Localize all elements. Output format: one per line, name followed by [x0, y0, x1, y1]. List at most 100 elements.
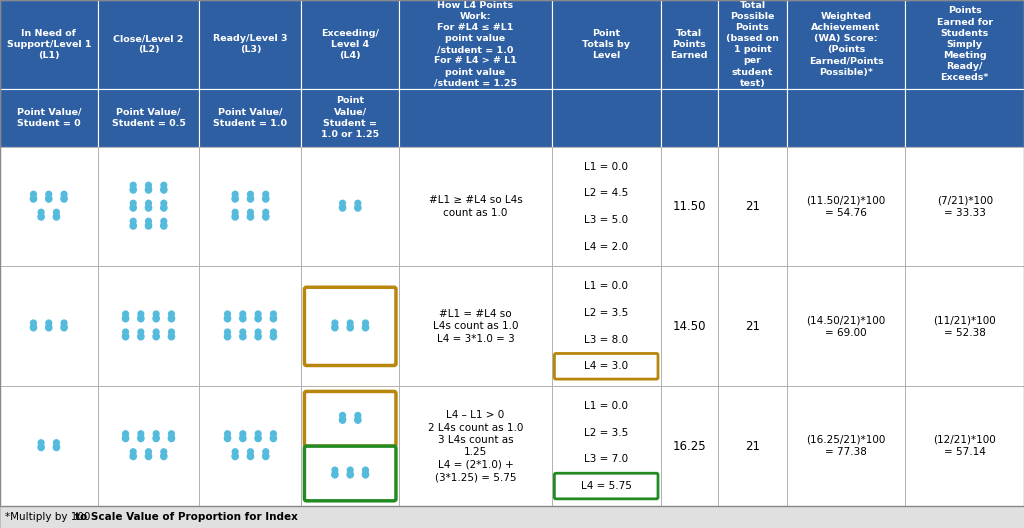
Ellipse shape [270, 435, 276, 441]
Ellipse shape [153, 435, 160, 441]
Text: L3 = 7.0: L3 = 7.0 [584, 455, 629, 465]
Circle shape [248, 191, 253, 197]
Bar [301, 386, 399, 506]
Circle shape [123, 329, 128, 335]
Bar [905, 267, 1024, 386]
Circle shape [232, 449, 238, 455]
Circle shape [355, 200, 360, 206]
Circle shape [145, 218, 152, 224]
Ellipse shape [130, 186, 136, 193]
Circle shape [145, 200, 152, 206]
Ellipse shape [168, 315, 175, 322]
Circle shape [270, 311, 276, 317]
Ellipse shape [332, 471, 338, 478]
Text: 21: 21 [745, 200, 760, 213]
Ellipse shape [240, 333, 246, 340]
Text: L4 = 3.0: L4 = 3.0 [584, 361, 629, 371]
Bar [718, 386, 786, 506]
Text: Total
Points
Earned: Total Points Earned [671, 29, 708, 60]
Bar [0, 506, 1024, 528]
Bar [0, 267, 97, 386]
Circle shape [270, 329, 276, 335]
Text: (14.50/21)*100
= 69.00: (14.50/21)*100 = 69.00 [807, 315, 886, 337]
Circle shape [169, 329, 174, 335]
Circle shape [138, 431, 143, 437]
Bar [0, 0, 97, 89]
Circle shape [255, 311, 261, 317]
Bar [660, 89, 718, 147]
Circle shape [362, 320, 369, 326]
Ellipse shape [224, 435, 230, 441]
Ellipse shape [137, 315, 144, 322]
Circle shape [224, 431, 230, 437]
Ellipse shape [347, 471, 353, 478]
Ellipse shape [123, 333, 129, 340]
Ellipse shape [31, 195, 37, 202]
Text: *Multiply by 100: *Multiply by 100 [5, 512, 93, 522]
Circle shape [347, 467, 353, 473]
Bar [718, 0, 786, 89]
Circle shape [154, 311, 159, 317]
Text: L2 = 4.5: L2 = 4.5 [584, 188, 629, 199]
Ellipse shape [262, 195, 269, 202]
Text: (12/21)*100
= 57.14: (12/21)*100 = 57.14 [933, 435, 996, 457]
Circle shape [154, 329, 159, 335]
Circle shape [240, 329, 246, 335]
Bar [399, 0, 552, 89]
Circle shape [38, 209, 44, 215]
Bar [905, 147, 1024, 267]
Text: (11.50/21)*100
= 54.76: (11.50/21)*100 = 54.76 [807, 195, 886, 218]
Ellipse shape [153, 333, 160, 340]
Bar [0, 89, 97, 147]
Bar [786, 147, 905, 267]
Circle shape [46, 191, 51, 197]
Circle shape [138, 311, 143, 317]
Ellipse shape [130, 204, 136, 211]
Circle shape [224, 311, 230, 317]
Text: to Scale Value of Proportion for Index: to Scale Value of Proportion for Index [75, 512, 298, 522]
Ellipse shape [240, 435, 246, 441]
Bar [97, 0, 200, 89]
Circle shape [240, 311, 246, 317]
Circle shape [355, 412, 360, 418]
FancyBboxPatch shape [304, 391, 396, 446]
Circle shape [53, 209, 59, 215]
Circle shape [138, 329, 143, 335]
Bar [660, 386, 718, 506]
Circle shape [232, 209, 238, 215]
Bar [905, 0, 1024, 89]
Circle shape [263, 449, 268, 455]
Text: Point Value/
Student = 0.5: Point Value/ Student = 0.5 [112, 108, 185, 128]
Ellipse shape [123, 315, 129, 322]
Text: #L1 = #L4 so
L4s count as 1.0
L4 = 3*1.0 = 3: #L1 = #L4 so L4s count as 1.0 L4 = 3*1.0… [433, 309, 518, 344]
Bar [905, 386, 1024, 506]
Bar [552, 386, 660, 506]
Circle shape [248, 449, 253, 455]
Bar [552, 267, 660, 386]
FancyBboxPatch shape [304, 446, 396, 501]
Text: (11/21)*100
= 52.38: (11/21)*100 = 52.38 [933, 315, 996, 337]
Circle shape [263, 209, 268, 215]
Circle shape [46, 320, 51, 326]
Circle shape [31, 191, 36, 197]
Bar [660, 147, 718, 267]
Bar [200, 147, 301, 267]
Ellipse shape [224, 333, 230, 340]
Text: 21: 21 [745, 320, 760, 333]
Ellipse shape [255, 435, 261, 441]
Text: L3 = 5.0: L3 = 5.0 [584, 215, 629, 225]
Bar [97, 89, 200, 147]
Ellipse shape [168, 435, 175, 441]
Ellipse shape [270, 333, 276, 340]
Circle shape [340, 412, 345, 418]
Ellipse shape [248, 453, 254, 459]
Circle shape [161, 218, 167, 224]
Ellipse shape [46, 324, 52, 331]
Circle shape [61, 320, 67, 326]
Circle shape [31, 320, 36, 326]
Text: 11.50: 11.50 [673, 200, 707, 213]
Circle shape [130, 218, 136, 224]
Circle shape [340, 200, 345, 206]
Bar [399, 386, 552, 506]
Ellipse shape [60, 195, 68, 202]
